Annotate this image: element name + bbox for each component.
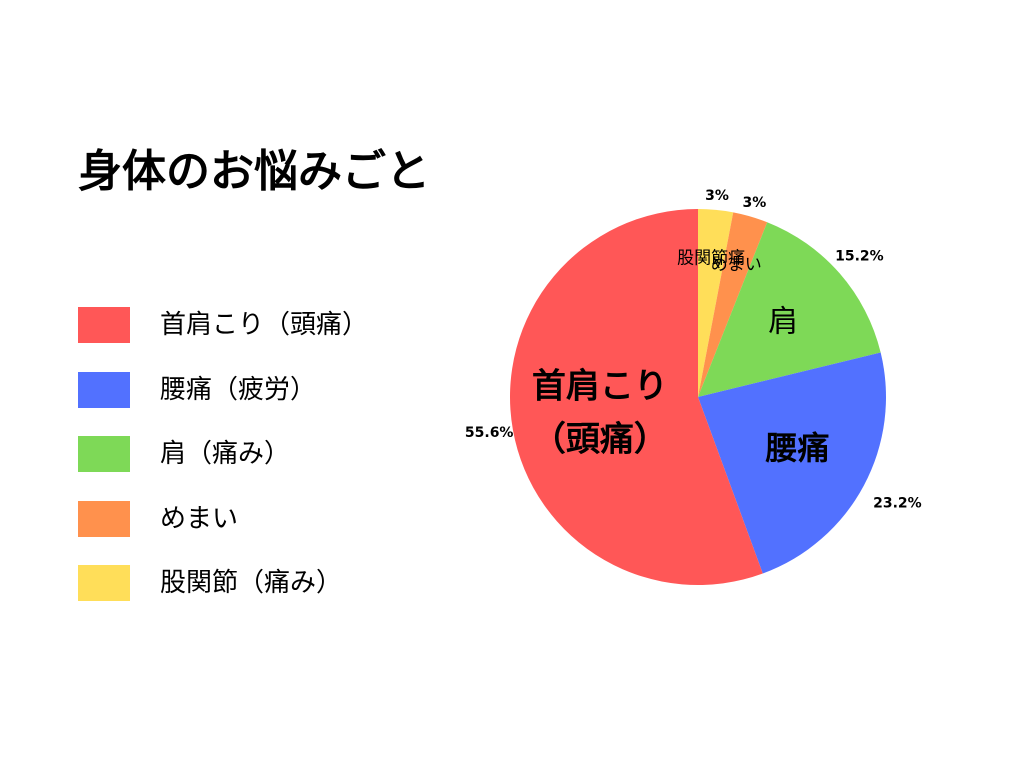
legend-label: 股関節（痛み） xyxy=(160,568,343,598)
slice-inner-label: 肩 xyxy=(768,304,798,339)
pie-slice xyxy=(698,352,886,574)
slice-percent-label: 23.2% xyxy=(873,495,922,511)
legend-swatch xyxy=(78,500,130,537)
legend-label: めまい xyxy=(160,503,239,534)
legend-swatch xyxy=(78,436,130,472)
legend: 首肩こり（頭痛） 腰痛（疲労） 肩（痛み） めまい 股関節（痛み） xyxy=(78,307,418,630)
slice-inner-label: 腰痛 xyxy=(766,429,830,467)
chart-title: 身体のお悩みごと xyxy=(78,146,430,197)
legend-label: 首肩こり（頭痛） xyxy=(160,310,369,340)
legend-item-lower-back: 腰痛（疲労） xyxy=(78,371,418,437)
legend-item-dizziness: めまい xyxy=(78,500,418,566)
legend-item-hip-joint: 股関節（痛み） xyxy=(78,565,418,630)
pie-slice xyxy=(510,209,763,585)
pie-slice xyxy=(698,209,734,397)
legend-swatch xyxy=(78,565,130,601)
legend-item-neck-shoulder: 首肩こり（頭痛） xyxy=(78,307,418,372)
slice-percent-label: 3% xyxy=(742,195,766,211)
pie-slice xyxy=(698,212,768,397)
pie-slice xyxy=(698,222,881,397)
slice-inner-label: 首肩こり（頭痛） xyxy=(532,367,668,460)
legend-item-shoulder: 肩（痛み） xyxy=(78,436,418,501)
legend-swatch xyxy=(78,371,130,408)
legend-label: 腰痛（疲労） xyxy=(160,374,317,405)
slice-inner-label: めまい xyxy=(711,255,762,275)
slice-percent-label: 55.6% xyxy=(465,425,514,441)
legend-swatch xyxy=(78,307,130,343)
slice-percent-label: 3% xyxy=(705,188,729,204)
slice-percent-label: 15.2% xyxy=(835,248,884,264)
legend-label: 肩（痛み） xyxy=(160,439,291,469)
slice-inner-label: 股関節痛 xyxy=(677,248,745,268)
